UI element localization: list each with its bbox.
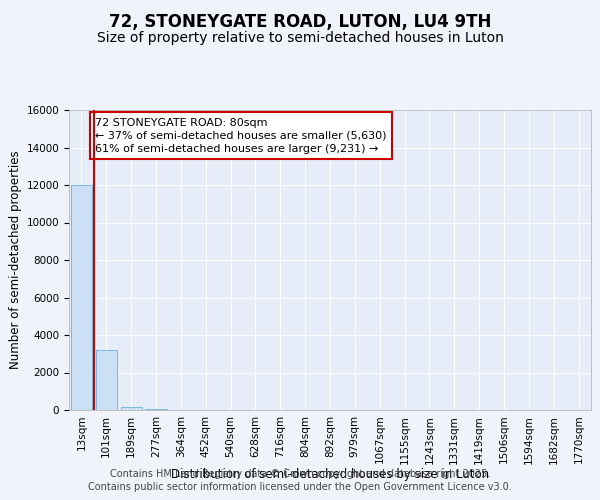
X-axis label: Distribution of semi-detached houses by size in Luton: Distribution of semi-detached houses by …: [171, 468, 489, 481]
Text: 72 STONEYGATE ROAD: 80sqm
← 37% of semi-detached houses are smaller (5,630)
61% : 72 STONEYGATE ROAD: 80sqm ← 37% of semi-…: [95, 118, 386, 154]
Bar: [96, 350, 117, 410]
Text: Size of property relative to semi-detached houses in Luton: Size of property relative to semi-detach…: [97, 31, 503, 45]
Bar: [71, 185, 92, 410]
Text: 72, STONEYGATE ROAD, LUTON, LU4 9TH: 72, STONEYGATE ROAD, LUTON, LU4 9TH: [109, 12, 491, 30]
Text: Contains HM Land Registry data © Crown copyright and database right 2025.
Contai: Contains HM Land Registry data © Crown c…: [88, 470, 512, 492]
Bar: [121, 407, 142, 410]
Y-axis label: Number of semi-detached properties: Number of semi-detached properties: [10, 150, 22, 370]
